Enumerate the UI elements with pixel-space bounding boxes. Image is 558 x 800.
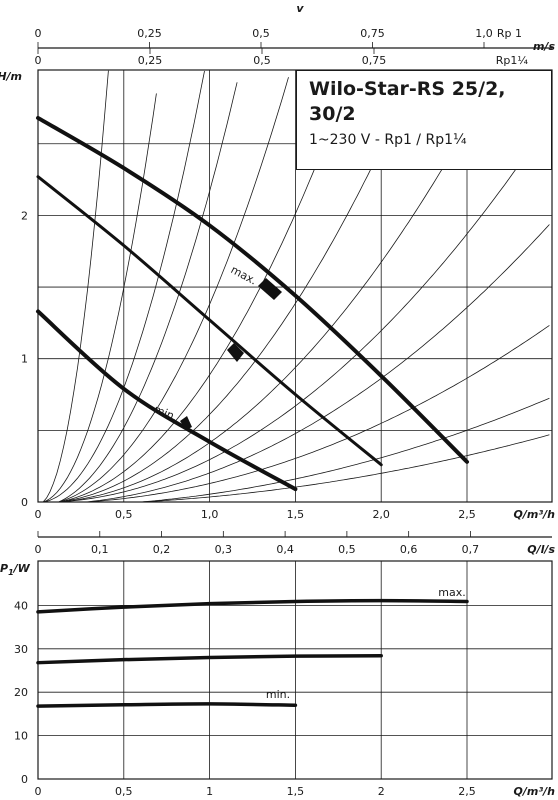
power-label-max: max. xyxy=(438,586,465,599)
min-marker xyxy=(180,416,192,430)
system-curves xyxy=(42,70,550,503)
head-curve-mid xyxy=(36,175,383,467)
ms-label: m/s xyxy=(533,40,555,53)
head-x-tick-label: 0 xyxy=(35,508,42,521)
operating-markers xyxy=(180,278,282,430)
product-title-line2: 30/2 xyxy=(309,103,356,125)
power-y-tick-label: 0 xyxy=(21,773,28,786)
rp1-tick-label: 1,0 xyxy=(475,27,493,40)
power-curve-max xyxy=(36,598,469,614)
head-x-tick-label: 1,0 xyxy=(201,508,219,521)
power-label-min: min. xyxy=(266,688,290,701)
ls-tick-label: 0,3 xyxy=(215,543,233,556)
rp114-tick-label: 0,25 xyxy=(138,54,163,67)
rp114-label: Rp1¼ xyxy=(496,54,529,67)
system-curve xyxy=(42,70,109,503)
power-y-tick-label: 10 xyxy=(14,730,28,743)
head-y-tick-label: 0 xyxy=(21,496,28,509)
rp1-label: Rp 1 xyxy=(497,27,522,40)
system-curve xyxy=(85,325,550,503)
power-x-tick-label: 0 xyxy=(35,785,42,798)
head-y-tick-label: 2 xyxy=(21,209,28,222)
rp114-tick-label: 0,75 xyxy=(362,54,387,67)
head-x-tick-label: 2,0 xyxy=(372,508,390,521)
head-label-min: min. xyxy=(152,403,179,424)
ls-tick-label: 0,1 xyxy=(91,543,109,556)
ls-tick-label: 0,6 xyxy=(400,543,418,556)
power-curve-mid xyxy=(36,653,383,665)
rp1-tick-label: 0,5 xyxy=(252,27,270,40)
power-x-tick-label: 0,5 xyxy=(115,785,133,798)
system-curve xyxy=(58,70,499,503)
power-x-tick-label: 1 xyxy=(206,785,213,798)
ls-tick-label: 0,7 xyxy=(462,543,480,556)
power-x-tick-label: 2 xyxy=(378,785,385,798)
velocity-label: v xyxy=(296,2,304,15)
ls-tick-label: 0,5 xyxy=(338,543,356,556)
rp114-tick-label: 0 xyxy=(35,54,42,67)
ls-tick-label: 0,2 xyxy=(153,543,171,556)
power-y-tick-label: 20 xyxy=(14,686,28,699)
mid-marker xyxy=(227,343,244,362)
power-y-tick-label: 30 xyxy=(14,643,28,656)
system-curve xyxy=(85,224,550,503)
power-x-tick-label: 1,5 xyxy=(287,785,305,798)
head-y-tick-label: 1 xyxy=(21,353,28,366)
max-marker xyxy=(258,278,282,300)
rp114-tick-label: 0,5 xyxy=(253,54,271,67)
series-lines xyxy=(36,115,469,708)
rp1-tick-label: 0,75 xyxy=(360,27,385,40)
head-x-tick-label: 0,5 xyxy=(115,508,133,521)
power-x-tick-label: 2,5 xyxy=(458,785,476,798)
head-curve-max xyxy=(36,115,469,464)
power-y-axis-label: P1/W xyxy=(0,562,31,577)
system-curve xyxy=(140,397,550,503)
head-y-axis-label: H/m xyxy=(0,70,22,83)
ls-tick-label: 0,4 xyxy=(276,543,294,556)
head-label-max: max. xyxy=(229,263,259,287)
system-curve xyxy=(42,93,157,503)
ls-axis-label: Q/l/s xyxy=(527,543,555,556)
rp1-tick-label: 0,25 xyxy=(137,27,162,40)
system-curve xyxy=(140,434,550,503)
head-x-axis-label: Q/m³/h xyxy=(514,508,556,521)
system-curve xyxy=(58,76,351,503)
system-curve xyxy=(58,120,550,503)
product-title-line1: Wilo-Star-RS 25/2, xyxy=(309,78,506,100)
power-curve-min xyxy=(36,702,298,708)
product-title-box: Wilo-Star-RS 25/2, 30/2 1~230 V - Rp1 / … xyxy=(296,70,552,170)
power-y-tick-label: 40 xyxy=(14,599,28,612)
rp1-tick-label: 0 xyxy=(35,27,42,40)
system-curve xyxy=(58,77,289,503)
head-x-tick-label: 2,5 xyxy=(458,508,476,521)
product-subtitle: 1~230 V - Rp1 / Rp1¼ xyxy=(309,132,467,148)
head-x-tick-label: 1,5 xyxy=(287,508,305,521)
head-curve-min xyxy=(36,309,298,492)
power-x-axis-label: Q/m³/h xyxy=(514,785,556,798)
system-curve xyxy=(58,82,238,503)
system-curve xyxy=(58,73,416,503)
ls-tick-label: 0 xyxy=(35,543,42,556)
